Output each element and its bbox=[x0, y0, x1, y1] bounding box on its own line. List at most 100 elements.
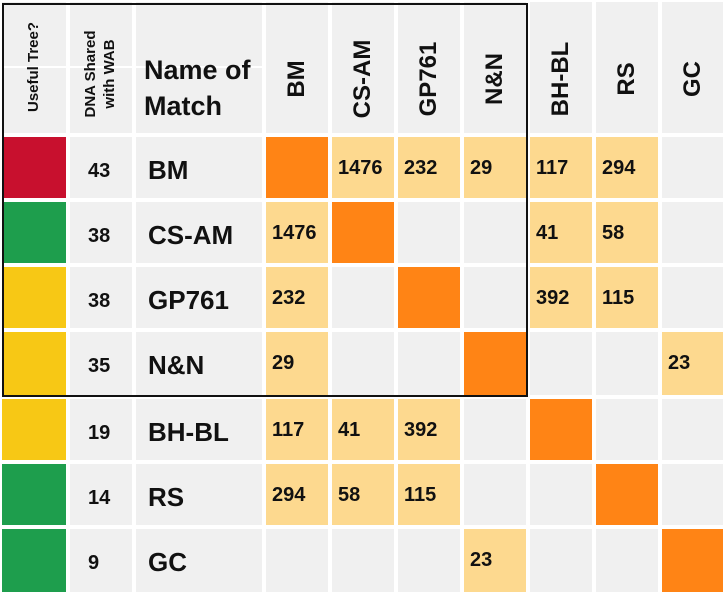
column-header: N&N bbox=[481, 53, 508, 105]
empty-cell bbox=[528, 527, 594, 594]
header-cell bbox=[330, 0, 396, 135]
match-name-cell bbox=[134, 330, 264, 397]
cell-value: 41 bbox=[338, 419, 361, 441]
empty-cell bbox=[462, 200, 528, 265]
empty-cell bbox=[462, 397, 528, 462]
value-cell bbox=[264, 330, 330, 397]
useful-tree-status bbox=[0, 200, 68, 265]
value-cell bbox=[528, 200, 594, 265]
name-of-match-header: Name of Match bbox=[144, 55, 251, 121]
diagonal-cell bbox=[462, 330, 528, 397]
dna-shared-header: DNA Shared with WAB bbox=[82, 30, 118, 118]
empty-cell bbox=[528, 330, 594, 397]
useful-tree-status bbox=[0, 462, 68, 527]
header-cell bbox=[462, 0, 528, 135]
cell-value: 294 bbox=[272, 484, 306, 506]
row-label: N&N bbox=[148, 350, 205, 380]
value-cell bbox=[330, 397, 396, 462]
value-cell bbox=[396, 462, 462, 527]
dna-shared-value: 43 bbox=[88, 160, 111, 182]
value-cell bbox=[594, 200, 660, 265]
empty-cell bbox=[660, 200, 725, 265]
dna-shared-value: 38 bbox=[88, 290, 111, 312]
dna-shared-cell bbox=[68, 397, 134, 462]
header-divider bbox=[136, 66, 262, 68]
cell-value: 232 bbox=[404, 157, 438, 179]
column-header: BM bbox=[283, 60, 310, 98]
match-name-cell bbox=[134, 200, 264, 265]
row-label: GP761 bbox=[148, 285, 229, 315]
empty-cell bbox=[330, 265, 396, 330]
empty-cell bbox=[396, 330, 462, 397]
cell-value: 392 bbox=[536, 287, 570, 309]
dna-shared-cell bbox=[68, 330, 134, 397]
value-cell bbox=[330, 462, 396, 527]
value-cell bbox=[528, 135, 594, 200]
cell-value: 392 bbox=[404, 419, 438, 441]
value-cell bbox=[330, 135, 396, 200]
value-cell bbox=[594, 265, 660, 330]
dna-shared-cell bbox=[68, 135, 134, 200]
column-header: GP761 bbox=[415, 41, 442, 117]
row-label: BM bbox=[148, 155, 189, 185]
header-cell bbox=[264, 0, 330, 135]
header-cell bbox=[396, 0, 462, 135]
empty-cell bbox=[264, 527, 330, 594]
column-header: CS-AM bbox=[349, 39, 376, 119]
cell-value: 41 bbox=[536, 222, 559, 244]
cell-value: 115 bbox=[602, 287, 635, 309]
cell-value: 232 bbox=[272, 287, 306, 309]
empty-cell bbox=[396, 527, 462, 594]
empty-cell bbox=[660, 462, 725, 527]
row-label: GC bbox=[148, 547, 187, 577]
useful-tree-status bbox=[0, 135, 68, 200]
header-divider bbox=[2, 66, 66, 68]
empty-cell bbox=[660, 397, 725, 462]
column-header: GC bbox=[678, 61, 706, 97]
diagonal-cell bbox=[528, 397, 594, 462]
header-cell bbox=[660, 0, 725, 135]
empty-cell bbox=[594, 527, 660, 594]
match-name-cell bbox=[134, 265, 264, 330]
empty-cell bbox=[660, 135, 725, 200]
match-name-cell bbox=[134, 462, 264, 527]
cell-value: 1476 bbox=[272, 222, 317, 244]
diagonal-cell bbox=[594, 462, 660, 527]
match-name-cell bbox=[134, 527, 264, 594]
cell-value: 58 bbox=[338, 484, 361, 506]
empty-cell bbox=[660, 265, 725, 330]
header-divider bbox=[70, 66, 132, 68]
useful-tree-status bbox=[0, 265, 68, 330]
value-cell bbox=[264, 265, 330, 330]
diagonal-cell bbox=[660, 527, 725, 594]
dna-shared-cell bbox=[68, 527, 134, 594]
column-header: RS bbox=[613, 62, 640, 96]
value-cell bbox=[396, 397, 462, 462]
value-cell bbox=[594, 135, 660, 200]
dna-shared-value: 19 bbox=[88, 422, 111, 444]
empty-cell bbox=[594, 330, 660, 397]
empty-cell bbox=[330, 527, 396, 594]
cell-value: 58 bbox=[602, 222, 625, 244]
match-name-cell bbox=[134, 397, 264, 462]
cell-value: 117 bbox=[536, 157, 569, 179]
cell-value: 29 bbox=[272, 352, 295, 374]
value-cell bbox=[264, 462, 330, 527]
cell-value: 1476 bbox=[338, 157, 383, 179]
diagonal-cell bbox=[264, 135, 330, 200]
diagonal-cell bbox=[396, 265, 462, 330]
empty-cell bbox=[396, 200, 462, 265]
value-cell bbox=[660, 330, 725, 397]
empty-cell bbox=[330, 330, 396, 397]
cell-value: 117 bbox=[272, 419, 305, 441]
cell-value: 115 bbox=[404, 484, 437, 506]
column-header: BH-BL bbox=[547, 41, 574, 117]
row-label: RS bbox=[148, 482, 185, 512]
dna-shared-cell bbox=[68, 265, 134, 330]
value-cell bbox=[462, 135, 528, 200]
value-cell bbox=[264, 397, 330, 462]
cell-value: 23 bbox=[470, 549, 493, 571]
row-label: BH-BL bbox=[148, 417, 229, 447]
dna-shared-cell bbox=[68, 462, 134, 527]
